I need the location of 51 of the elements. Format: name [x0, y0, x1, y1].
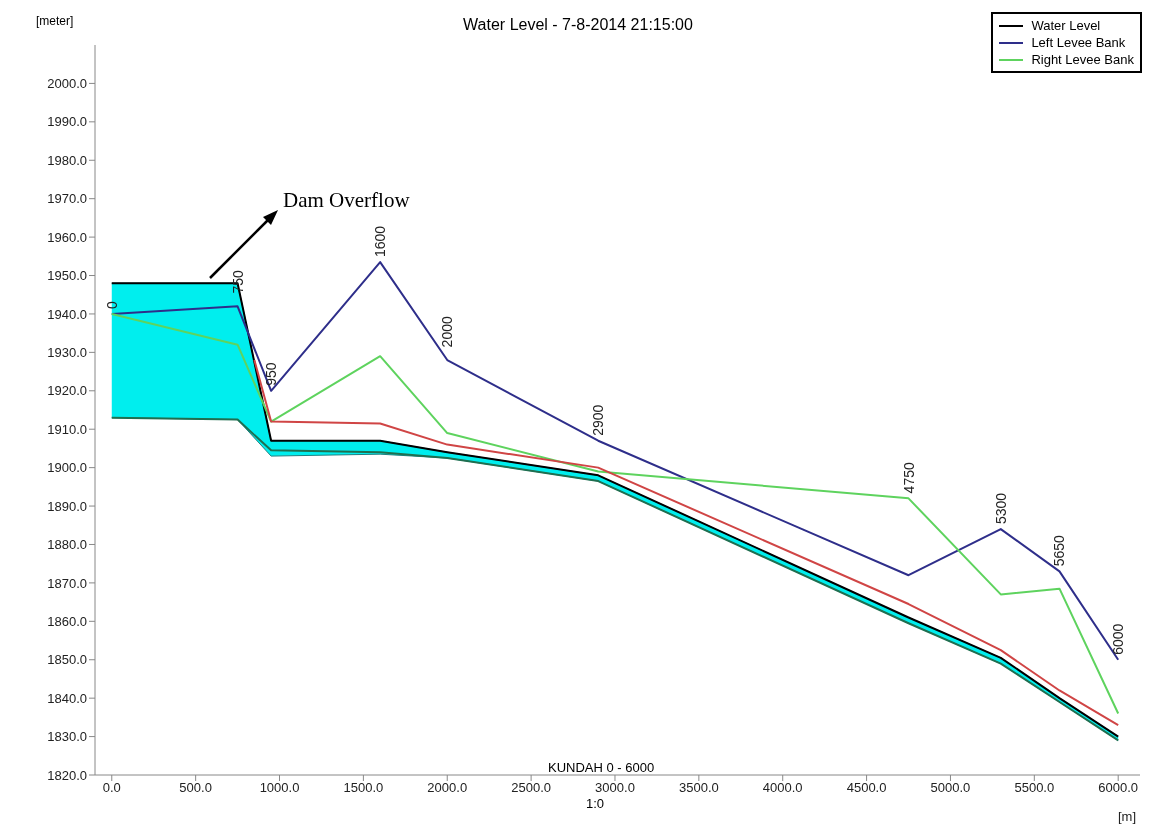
- annotation: 0: [103, 300, 120, 309]
- y-tick-label: 1960.0: [47, 229, 87, 245]
- x-tick-label: 3000.0: [595, 780, 635, 796]
- annotation: 950: [263, 362, 280, 386]
- y-tick-label: 1850.0: [47, 652, 87, 668]
- x-tick-label: 1000.0: [259, 780, 300, 796]
- y-tick-label: 1890.0: [47, 498, 87, 514]
- y-tick-label: 1830.0: [47, 729, 87, 745]
- y-tick-label: 1880.0: [47, 537, 87, 553]
- annotation: 1600: [372, 225, 389, 258]
- y-tick-label: 1870.0: [47, 575, 87, 591]
- x-tick-label: 2500.0: [511, 780, 551, 796]
- y-tick-label: 1990.0: [47, 114, 87, 130]
- y-tick-label: 2000.0: [47, 76, 87, 92]
- y-tick-label: 1970.0: [47, 191, 87, 207]
- chart-title: Water Level - 7-8-2014 21:15:00: [463, 16, 693, 33]
- annotation: 750: [229, 270, 246, 294]
- y-tick-label: 1930.0: [47, 344, 87, 360]
- annotation: KUNDAH 0 - 6000: [548, 760, 655, 775]
- legend-label: Left Levee Bank: [1031, 35, 1126, 50]
- annotation: 5300: [992, 492, 1009, 525]
- y-tick-label: 1950.0: [47, 268, 87, 284]
- y-tick-label: 1940.0: [47, 306, 87, 322]
- x-tick-label: 2000.0: [427, 780, 468, 796]
- annotation: Dam Overflow: [283, 188, 410, 213]
- y-axis-title: [meter]: [36, 14, 74, 28]
- x-tick-label: 1500.0: [343, 780, 384, 796]
- annotation: 5650: [1051, 535, 1068, 567]
- y-tick-label: 1980.0: [47, 152, 87, 168]
- x-tick-label: 500.0: [179, 780, 212, 796]
- y-tick-label: 1900.0: [47, 460, 87, 476]
- x-tick-label: 5000.0: [930, 780, 971, 796]
- legend-label: Water Level: [1031, 18, 1101, 33]
- x-tick-label: 4500.0: [846, 780, 887, 796]
- y-tick-label: 1840.0: [47, 690, 87, 706]
- y-tick-label: 1820.0: [47, 767, 87, 783]
- x-tick-label: 6000.0: [1098, 780, 1139, 796]
- annotation: 2900: [590, 404, 607, 436]
- annotation: 4750: [900, 462, 917, 494]
- legend-label: Right Levee Bank: [1031, 52, 1134, 67]
- x-tick-label: 4000.0: [762, 780, 803, 796]
- y-tick-label: 1920.0: [47, 383, 87, 399]
- annotation: 6000: [1110, 623, 1127, 655]
- y-tick-label: 1860.0: [47, 613, 87, 629]
- x-axis-title: [m]: [1117, 809, 1136, 824]
- x-tick-label: 5500.0: [1014, 780, 1055, 796]
- text: 1:0: [586, 796, 605, 811]
- annotation: 2000: [439, 316, 456, 348]
- y-tick-label: 1910.0: [47, 421, 87, 437]
- x-tick-label: 0.0: [102, 780, 121, 796]
- x-tick-label: 3500.0: [678, 780, 719, 796]
